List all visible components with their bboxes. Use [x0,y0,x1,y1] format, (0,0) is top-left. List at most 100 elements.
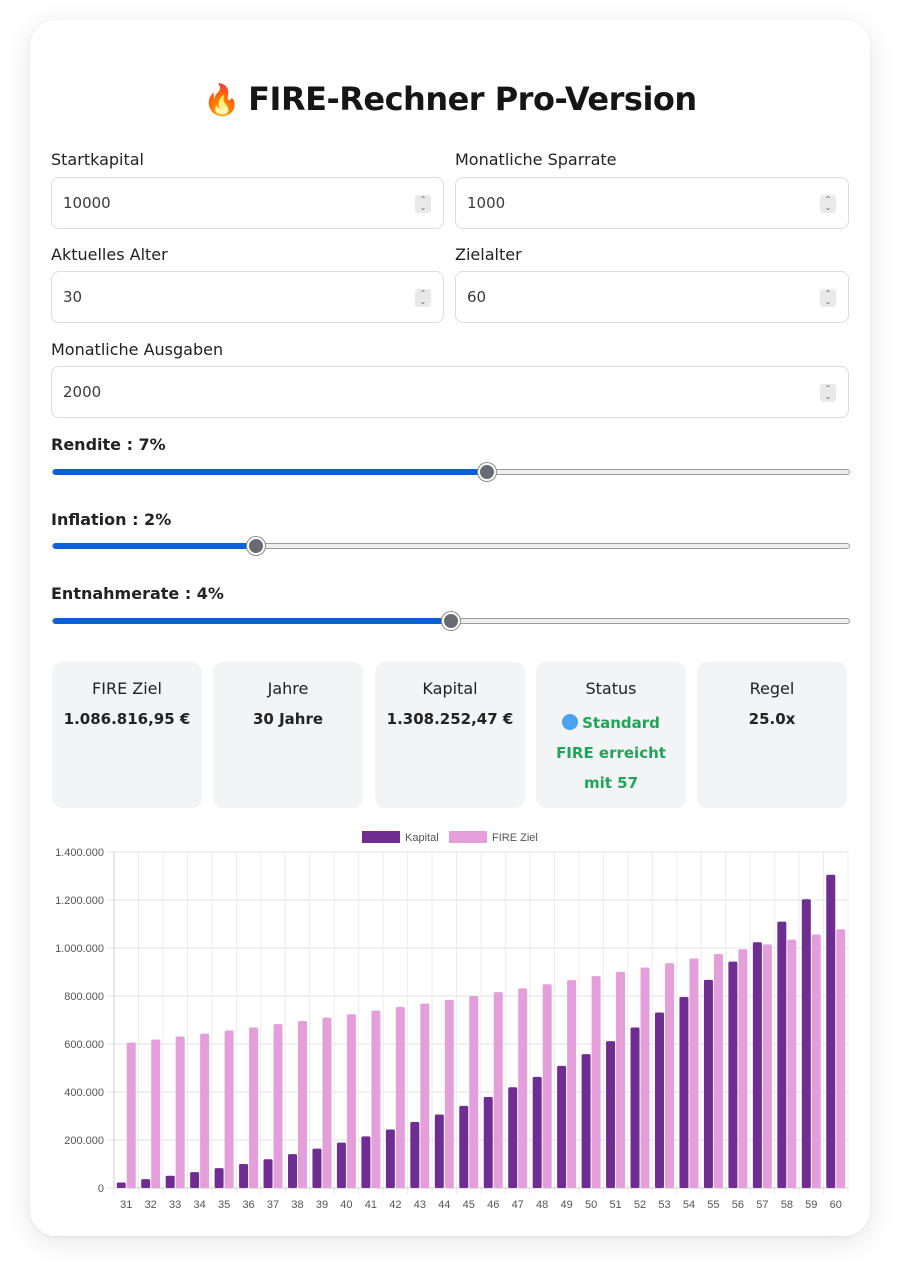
x-tick-label: 45 [463,1199,475,1211]
fire-ziel-bar [567,980,577,1188]
kapital-bar [434,1114,444,1188]
stat-regel-label: Regel [749,679,795,698]
alter-input[interactable] [52,272,443,322]
rendite-label: Rendite : 7% [51,435,166,454]
fire-ziel-bar [420,1003,430,1188]
kapital-bar [508,1087,518,1188]
kapital-bar [777,921,787,1188]
kapital-bar [630,1027,640,1188]
kapital-bar [116,1182,126,1188]
x-tick-label: 35 [218,1199,230,1211]
fire-ziel-bar [126,1042,136,1188]
kapital-bar [459,1105,469,1188]
inflation-slider-thumb[interactable] [246,537,265,555]
rendite-slider-thumb[interactable] [477,463,496,481]
zielalter-field[interactable]: ⌃⌄ [455,271,849,323]
stat-status-label: Status [585,679,637,698]
x-tick-label: 55 [707,1199,719,1211]
x-tick-label: 49 [561,1199,573,1211]
x-tick-label: 43 [414,1199,426,1211]
stat-fire-ziel: FIRE Ziel 1.086.816,95 € [52,662,202,808]
ausgaben-field[interactable]: ⌃⌄ [51,366,849,418]
x-tick-label: 42 [389,1199,401,1211]
fire-ziel-bar [493,992,503,1188]
spinner-icon[interactable]: ⌃ ⌄ [820,195,836,213]
spinner-icon[interactable]: ⌃ ⌄ [415,195,431,213]
zielalter-label: Zielalter [455,245,522,264]
x-tick-label: 37 [267,1199,279,1211]
stat-fire-ziel-label: FIRE Ziel [92,679,162,698]
status-line3: mit 57 [583,774,639,792]
inflation-slider[interactable] [52,537,850,555]
startkapital-input[interactable] [52,178,443,228]
fire-icon: 🔥 [203,83,241,118]
sparrate-input[interactable] [456,178,848,228]
y-tick-label: 600.000 [64,1039,104,1051]
fire-ziel-bar [175,1036,185,1188]
zielalter-input[interactable] [456,272,848,322]
stat-regel-value: 25.0x [748,710,796,728]
fire-ziel-bar [591,976,601,1188]
blue-circle-icon [562,714,579,730]
stat-kapital-value: 1.308.252,47 € [386,710,514,728]
spinner-icon[interactable]: ⌃ ⌄ [415,289,431,307]
x-tick-label: 38 [291,1199,303,1211]
kapital-bar [336,1142,346,1188]
spinner-icon[interactable]: ⌃ ⌄ [820,384,836,402]
fire-ziel-bar [395,1007,405,1188]
kapital-bar [190,1172,200,1188]
y-tick-label: 800.000 [64,991,104,1003]
x-tick-label: 50 [585,1199,597,1211]
rendite-slider[interactable] [52,463,850,481]
x-tick-label: 53 [658,1199,670,1211]
x-tick-label: 32 [145,1199,157,1211]
x-tick-label: 47 [512,1199,524,1211]
kapital-bar [801,899,811,1188]
fire-ziel-bar [640,967,650,1188]
stat-kapital: Kapital 1.308.252,47 € [375,662,525,808]
spinner-icon[interactable]: ⌃ ⌄ [820,289,836,307]
sparrate-field[interactable]: ⌃⌄ [455,177,849,229]
y-tick-label: 1.200.000 [55,895,104,907]
fire-ziel-bar [444,999,454,1188]
x-tick-label: 57 [756,1199,768,1211]
kapital-bar [385,1129,395,1188]
ausgaben-input[interactable] [52,367,848,417]
x-tick-label: 59 [805,1199,817,1211]
kapital-bar [752,942,762,1188]
x-tick-label: 60 [830,1199,842,1211]
fire-ziel-bar [665,963,674,1188]
startkapital-label: Startkapital [51,150,144,169]
legend-swatch [362,831,400,843]
y-tick-label: 400.000 [64,1087,104,1099]
stat-fire-ziel-value: 1.086.816,95 € [63,710,191,728]
legend-swatch [449,831,487,843]
entnahme-slider[interactable] [52,612,850,630]
fire-ziel-bar [616,971,626,1188]
alter-field[interactable]: ⌃⌄ [51,271,444,323]
stat-status: Status Standard FIRE erreicht mit 57 [536,662,686,808]
fire-ziel-bar [273,1024,283,1188]
fire-ziel-bar [298,1020,307,1188]
rendite-slider-fill [53,469,487,475]
fire-ziel-bar [542,984,552,1188]
kapital-bar [239,1164,249,1188]
kapital-bar [410,1122,420,1188]
kapital-bar [263,1159,273,1188]
kapital-bar [703,979,713,1188]
x-tick-label: 40 [340,1199,352,1211]
ausgaben-label: Monatliche Ausgaben [51,340,224,359]
entnahme-slider-thumb[interactable] [442,612,460,630]
startkapital-field[interactable]: ⌃⌄ [51,177,444,229]
y-tick-label: 0 [98,1183,104,1195]
kapital-bar [288,1154,297,1188]
fire-ziel-bar [713,954,723,1188]
fire-chart: 0 200.000 400.000 600.000 800.000 1.000.000 1.… [55,831,849,1211]
kapital-bar [165,1175,175,1188]
stat-status-value: Standard FIRE erreicht mit 57 [536,708,686,798]
fire-ziel-bar [200,1033,210,1188]
sparrate-label: Monatliche Sparrate [455,150,617,169]
inflation-slider-fill [53,543,256,549]
fire-ziel-bar [322,1017,332,1188]
inflation-label-text: Inflation : 2% [51,510,172,529]
